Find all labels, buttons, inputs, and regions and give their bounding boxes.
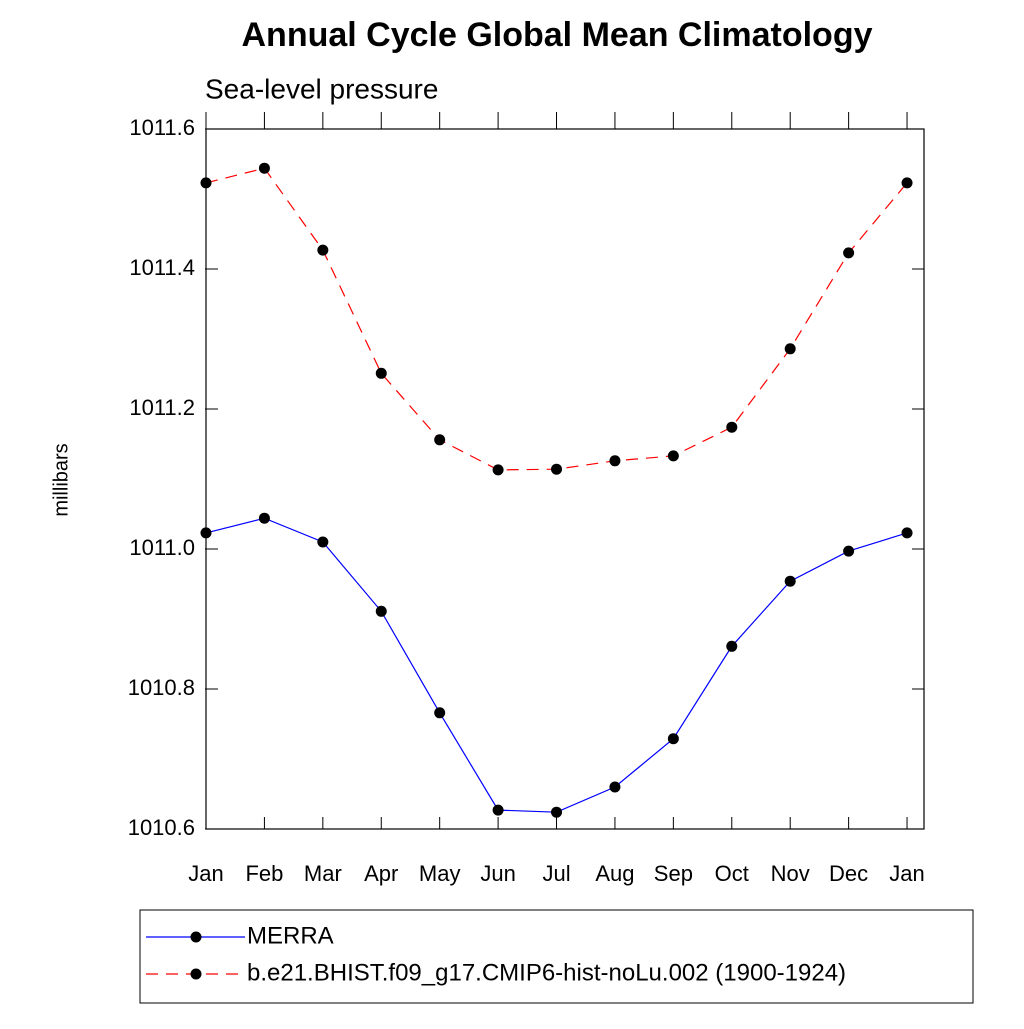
data-point	[317, 536, 329, 548]
data-point	[434, 707, 446, 719]
y-tick-label: 1011.6	[129, 115, 195, 140]
x-tick-label: Feb	[245, 861, 283, 886]
x-tick-label: Jan	[188, 861, 223, 886]
data-point	[492, 804, 504, 816]
data-point	[258, 162, 270, 174]
data-point	[551, 463, 563, 475]
data-point	[375, 367, 387, 379]
chart-title: Annual Cycle Global Mean Climatology	[242, 16, 873, 54]
x-tick-label: Jan	[889, 861, 924, 886]
data-point	[492, 464, 504, 476]
legend-marker	[190, 968, 202, 980]
data-point	[609, 455, 621, 467]
legend-label: MERRA	[247, 922, 334, 949]
data-point	[843, 247, 855, 259]
series-line	[205, 167, 908, 471]
data-point	[726, 421, 738, 433]
data-point	[901, 177, 913, 189]
data-point	[317, 244, 329, 256]
data-point	[258, 512, 270, 524]
data-point	[609, 781, 621, 793]
y-tick-label: 1011.0	[129, 535, 195, 560]
legend-box	[139, 909, 974, 1004]
data-point	[200, 177, 212, 189]
legend-marker	[190, 931, 202, 943]
data-point	[375, 605, 387, 617]
x-tick-label: Oct	[715, 861, 749, 886]
data-point	[843, 545, 855, 557]
data-point	[434, 434, 446, 446]
x-tick-label: Jun	[480, 861, 515, 886]
plot-frame	[205, 128, 925, 830]
chart-subtitle: Sea-level pressure	[205, 73, 438, 104]
y-tick-label: 1010.6	[128, 815, 195, 840]
x-tick-label: Mar	[304, 861, 342, 886]
y-tick-label: 1011.4	[129, 255, 195, 280]
legend-label: b.e21.BHIST.f09_g17.CMIP6-hist-noLu.002 …	[247, 959, 846, 986]
y-tick-label: 1011.2	[129, 395, 195, 420]
x-tick-label: Dec	[829, 861, 868, 886]
data-point	[667, 450, 679, 462]
x-tick-label: Jul	[542, 861, 570, 886]
series-line	[205, 517, 908, 813]
x-tick-label: Aug	[595, 861, 634, 886]
y-tick-label: 1010.8	[128, 675, 195, 700]
x-tick-label: Sep	[654, 861, 693, 886]
data-point	[667, 733, 679, 745]
data-point	[901, 527, 913, 539]
x-tick-label: Apr	[364, 861, 398, 886]
x-tick-label: Nov	[771, 861, 810, 886]
data-point	[200, 527, 212, 539]
x-tick-label: May	[419, 861, 461, 886]
data-point	[726, 640, 738, 652]
data-point	[784, 575, 796, 587]
data-point	[784, 343, 796, 355]
data-point	[551, 806, 563, 818]
y-axis-label: millibars	[50, 443, 72, 516]
